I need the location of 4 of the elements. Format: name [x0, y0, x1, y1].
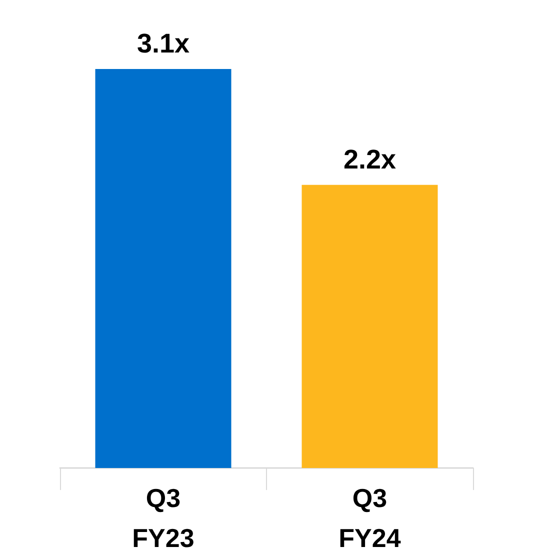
x-tick-label: Q3 FY24: [338, 483, 402, 553]
x-tick-label: Q3 FY23: [132, 483, 194, 553]
data-label: 3.1x: [136, 28, 190, 58]
data-label: 2.2x: [343, 144, 396, 174]
